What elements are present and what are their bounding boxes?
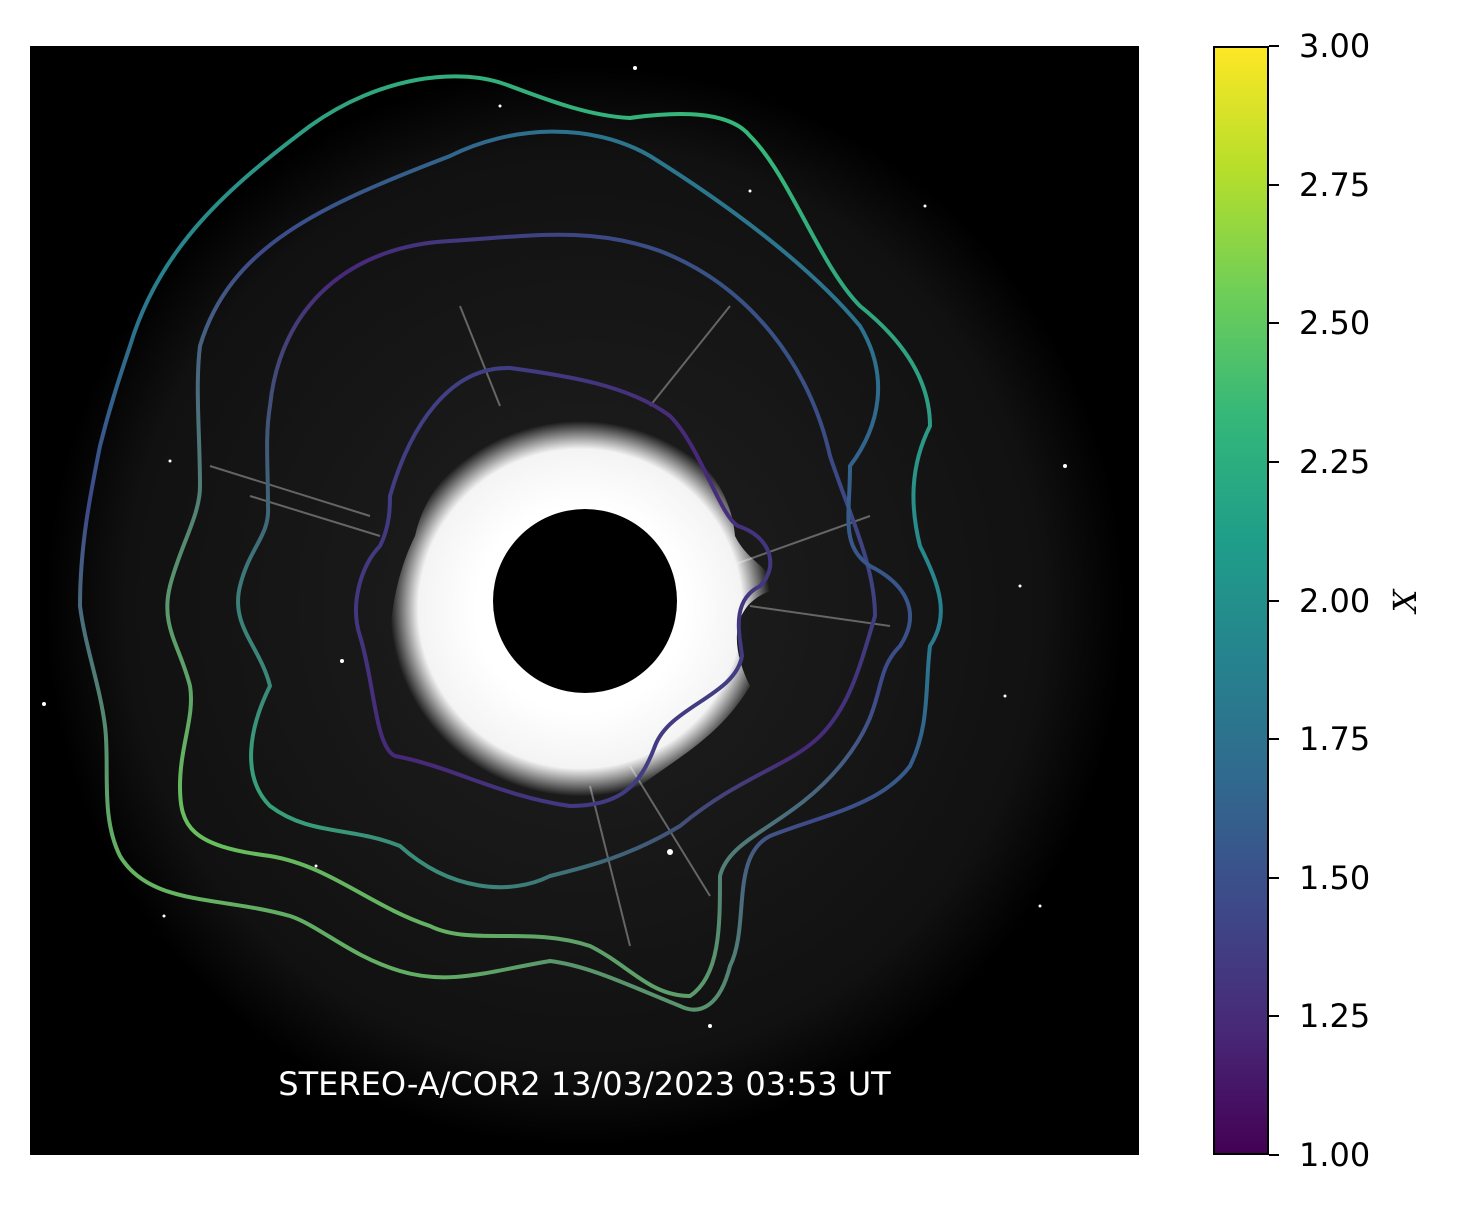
colorbar-tick	[1269, 183, 1279, 186]
contour-4	[77, 74, 943, 1012]
colorbar-tick-label: 1.00	[1299, 1136, 1371, 1174]
colorbar-tick-label: 2.25	[1299, 442, 1371, 481]
contour-2	[236, 232, 878, 890]
colorbar-tick-label: 2.75	[1299, 165, 1371, 204]
colorbar	[1213, 46, 1269, 1155]
colorbar-tick	[1269, 1154, 1279, 1156]
coronagraph-svg	[42, 66, 1125, 1146]
coronal-streamers	[209, 305, 891, 947]
colorbar-tick	[1269, 460, 1279, 463]
colorbar-tick	[1269, 738, 1279, 741]
colorbar-tick	[1269, 45, 1279, 47]
colorbar-tick-label: 2.50	[1299, 304, 1371, 343]
occulter-disc	[493, 509, 677, 693]
colorbar-tick-label: 2.00	[1299, 581, 1371, 620]
colorbar-tick-label: 1.75	[1299, 720, 1371, 759]
colorbar-tick	[1269, 1015, 1279, 1018]
colorbar-tick	[1269, 599, 1279, 602]
coronagraph-image: STEREO-A/COR2 13/03/2023 03:53 UT	[30, 46, 1139, 1155]
contour-1	[354, 365, 773, 809]
colorbar-tick-label: 1.25	[1299, 997, 1371, 1036]
contour-3	[165, 129, 912, 999]
image-caption: STEREO-A/COR2 13/03/2023 03:53 UT	[278, 1065, 891, 1103]
colorbar-tick-label: 1.50	[1299, 858, 1371, 897]
star-field	[42, 66, 1067, 1028]
colorbar-tick-label: 3.00	[1299, 27, 1371, 65]
colorbar-tick	[1269, 322, 1279, 325]
colorbar-tick	[1269, 876, 1279, 879]
colorbar-label: X	[1386, 589, 1424, 613]
